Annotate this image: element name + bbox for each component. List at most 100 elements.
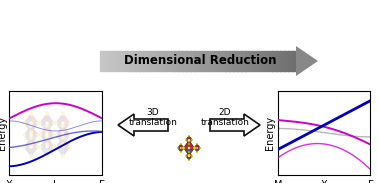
Bar [257,51,261,71]
Circle shape [38,145,42,149]
Circle shape [45,131,49,134]
Circle shape [187,139,191,142]
Polygon shape [189,152,192,157]
Bar [178,51,183,71]
Bar [182,51,187,71]
Polygon shape [40,126,47,138]
Circle shape [22,145,26,149]
Circle shape [45,143,49,146]
Circle shape [327,145,330,148]
Circle shape [46,145,48,148]
Circle shape [197,143,198,145]
Circle shape [30,145,33,148]
Polygon shape [194,144,200,152]
Circle shape [180,151,181,153]
Y-axis label: Energy: Energy [0,116,7,150]
Circle shape [312,145,315,148]
Bar [288,51,293,71]
Circle shape [38,133,42,137]
Bar [139,51,144,71]
Bar [233,51,238,71]
Circle shape [30,134,33,136]
Polygon shape [194,144,197,149]
Circle shape [29,136,33,139]
Polygon shape [40,138,54,156]
Polygon shape [40,114,54,132]
Circle shape [62,122,64,124]
Bar [108,51,112,71]
Polygon shape [24,114,31,126]
Bar [198,51,203,71]
Bar [119,51,124,71]
Polygon shape [186,136,189,141]
Circle shape [52,121,56,125]
Circle shape [61,112,65,115]
Bar [116,51,120,71]
Circle shape [61,136,65,139]
Circle shape [46,134,48,136]
Polygon shape [307,130,313,141]
Circle shape [36,145,40,149]
Circle shape [68,121,71,125]
Circle shape [68,145,71,149]
Bar [280,51,285,71]
Circle shape [180,147,181,149]
Circle shape [182,147,185,149]
Circle shape [22,133,26,137]
Bar [292,51,296,71]
Bar [170,51,175,71]
Bar [194,51,198,71]
Circle shape [45,136,49,139]
Circle shape [22,121,26,125]
Bar [222,51,226,71]
Circle shape [54,145,57,149]
Circle shape [320,137,323,139]
Circle shape [185,139,187,141]
Bar [147,51,152,71]
Text: 2D
translation: 2D translation [201,108,249,127]
Bar [186,51,191,71]
Circle shape [191,155,193,157]
Circle shape [36,133,40,137]
Polygon shape [186,136,192,144]
Bar [104,51,108,71]
Circle shape [327,137,329,139]
Circle shape [62,145,64,148]
Polygon shape [31,126,38,138]
Polygon shape [313,130,320,141]
Circle shape [306,137,309,139]
Polygon shape [56,126,70,144]
Polygon shape [336,130,342,141]
Circle shape [29,143,33,146]
Polygon shape [189,141,195,150]
Circle shape [188,151,190,153]
Bar [112,51,116,71]
Polygon shape [178,144,181,149]
Polygon shape [47,126,54,138]
Polygon shape [197,144,200,149]
Circle shape [54,133,57,137]
Circle shape [62,134,64,136]
Polygon shape [186,152,192,160]
Circle shape [183,147,185,149]
Circle shape [29,112,33,115]
Text: 3D
translation: 3D translation [129,108,177,127]
Circle shape [341,137,344,139]
Circle shape [46,122,48,124]
Bar [167,51,171,71]
Polygon shape [56,138,70,156]
Circle shape [312,137,315,139]
Bar [245,51,249,71]
Bar [268,51,273,71]
Polygon shape [31,114,38,126]
Bar [273,51,277,71]
Bar [143,51,147,71]
Bar [218,51,222,71]
Circle shape [187,154,191,157]
Polygon shape [328,130,335,141]
Polygon shape [178,144,184,152]
Polygon shape [63,114,70,126]
Circle shape [197,147,198,149]
Bar [124,51,128,71]
Circle shape [45,155,49,158]
